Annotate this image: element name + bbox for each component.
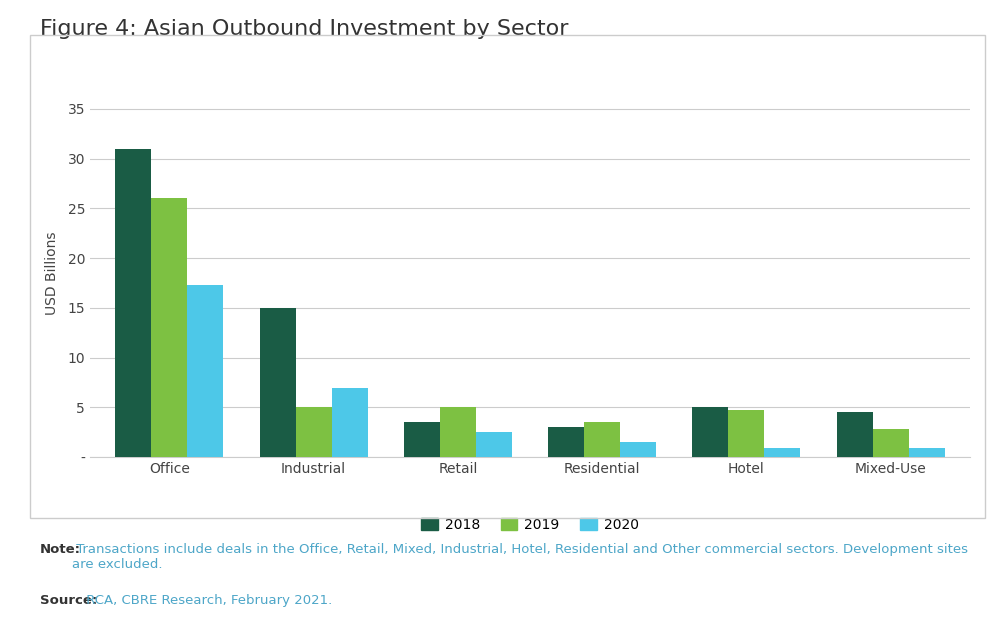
Text: Figure 4: Asian Outbound Investment by Sector: Figure 4: Asian Outbound Investment by S…	[40, 19, 568, 39]
Bar	[187, 285, 223, 457]
Bar	[296, 408, 332, 457]
Text: Note:: Note:	[40, 543, 81, 556]
Bar	[151, 198, 187, 457]
Bar	[440, 408, 476, 457]
Legend: 2018, 2019, 2020: 2018, 2019, 2020	[415, 512, 645, 537]
Bar	[332, 387, 368, 457]
Bar	[764, 448, 800, 457]
Bar	[476, 432, 512, 457]
Bar	[837, 412, 873, 457]
Bar	[548, 427, 584, 457]
Bar	[404, 422, 440, 457]
Bar	[584, 422, 620, 457]
Text: RCA, CBRE Research, February 2021.: RCA, CBRE Research, February 2021.	[82, 594, 332, 606]
Bar	[728, 410, 764, 457]
Bar	[260, 308, 296, 457]
Bar	[620, 442, 656, 457]
Bar	[115, 149, 151, 457]
Bar	[873, 429, 909, 457]
Text: Transactions include deals in the Office, Retail, Mixed, Industrial, Hotel, Resi: Transactions include deals in the Office…	[72, 543, 968, 571]
Bar	[909, 448, 945, 457]
Text: Source:: Source:	[40, 594, 97, 606]
Y-axis label: USD Billions: USD Billions	[45, 231, 59, 315]
Bar	[692, 408, 728, 457]
